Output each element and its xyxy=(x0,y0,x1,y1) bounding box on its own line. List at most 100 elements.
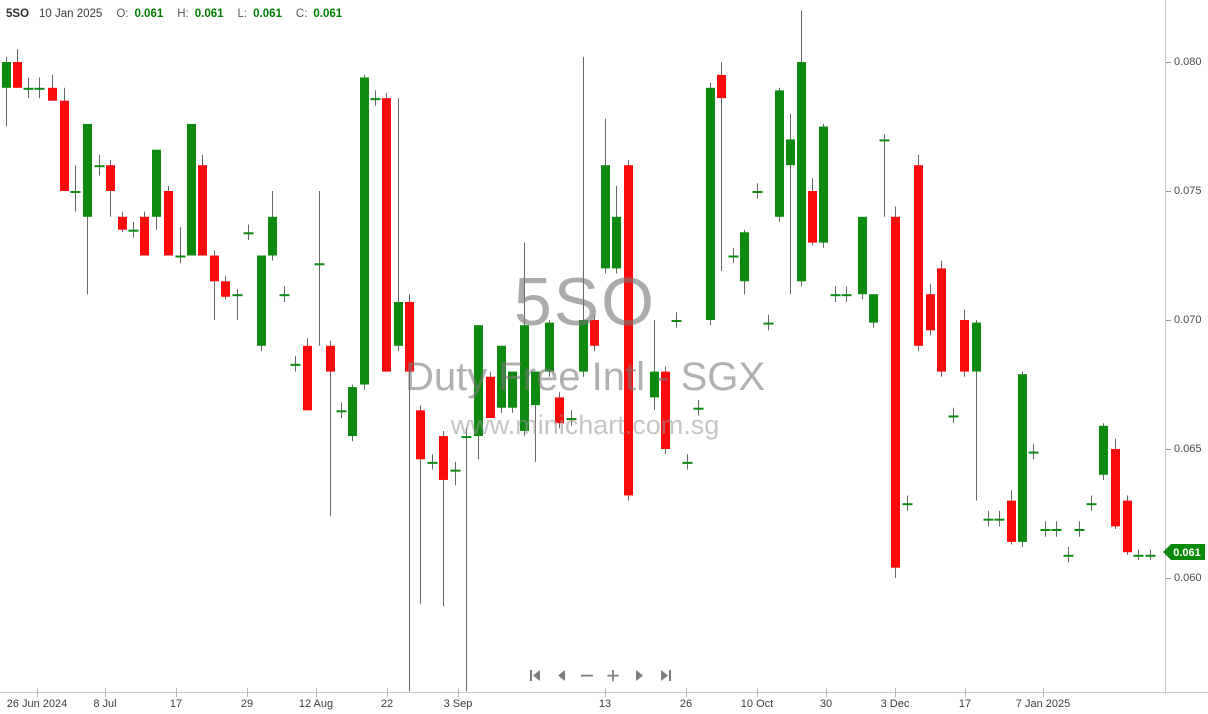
candle-body-up xyxy=(128,229,139,232)
candle-body-up xyxy=(243,232,254,235)
price-axis-label: 0.075 xyxy=(1174,185,1202,197)
candle-body-up xyxy=(994,518,1005,521)
candle xyxy=(972,320,981,501)
date-tick xyxy=(895,688,896,697)
caret-left-icon xyxy=(557,669,565,681)
candle xyxy=(1018,371,1027,548)
candle-body-down xyxy=(106,165,115,191)
candle-body-up xyxy=(612,216,621,269)
candle xyxy=(394,98,403,351)
candle xyxy=(416,405,425,604)
candle-body-up xyxy=(427,461,438,464)
candle xyxy=(326,340,335,517)
candle-body-up xyxy=(279,294,290,297)
skip-start-icon xyxy=(529,669,540,681)
candle-body-down xyxy=(960,320,969,372)
candle-body-down xyxy=(1007,500,1016,542)
candle-body-up xyxy=(1133,554,1144,557)
low-label: L: xyxy=(237,8,248,20)
candle-body-up xyxy=(474,325,483,437)
candle xyxy=(243,224,254,241)
date-axis-label: 3 Sep xyxy=(443,698,473,710)
date-tick xyxy=(176,688,177,697)
candle xyxy=(841,286,852,302)
date-tick xyxy=(826,688,827,697)
candle-body-up xyxy=(972,322,981,372)
candle xyxy=(13,49,22,88)
candle-body-up xyxy=(1028,451,1039,454)
candle-body-down xyxy=(13,62,22,88)
date-axis-label: 26 Jun 2024 xyxy=(6,698,68,710)
price-tick xyxy=(1166,578,1171,579)
candle xyxy=(728,247,739,264)
candle xyxy=(1028,443,1039,460)
zoom-out-button[interactable] xyxy=(580,668,594,682)
candle-body-up xyxy=(841,294,852,297)
candle xyxy=(279,286,290,302)
skip-end-icon xyxy=(660,669,671,681)
candle xyxy=(752,183,763,199)
candle xyxy=(83,123,92,295)
candle-body-down xyxy=(439,436,448,480)
candle-body-up xyxy=(706,87,715,320)
step-forward-button[interactable] xyxy=(632,668,646,682)
zoom-in-button[interactable] xyxy=(606,668,620,682)
candle-body-down xyxy=(140,216,149,256)
candle-body-up xyxy=(175,255,186,258)
go-first-button[interactable] xyxy=(528,668,542,682)
candle-body-up xyxy=(497,345,506,408)
candle xyxy=(797,10,806,287)
candle-body-down xyxy=(382,98,391,372)
candle-body-down xyxy=(405,301,414,372)
candle-body-down xyxy=(486,376,495,419)
candle xyxy=(1051,521,1062,537)
candle-body-up xyxy=(2,62,11,88)
candle-body-up xyxy=(1018,374,1027,542)
candle-body-down xyxy=(48,87,57,101)
price-axis-label: 0.080 xyxy=(1174,56,1202,68)
candle-body-up xyxy=(187,123,196,256)
candle xyxy=(1040,521,1051,537)
candle xyxy=(775,87,784,222)
date-tick xyxy=(686,688,687,697)
candle xyxy=(879,134,890,217)
candle-body-down xyxy=(661,371,670,449)
candle-body-up xyxy=(1074,528,1085,531)
date-tick xyxy=(247,688,248,697)
candle-body-down xyxy=(914,165,923,346)
candle-body-up xyxy=(23,87,34,90)
candle-body-down xyxy=(555,397,564,424)
candle xyxy=(360,74,369,390)
last-price-badge: 0.061 xyxy=(1163,544,1205,561)
date-tick xyxy=(105,688,106,697)
candle-body-up xyxy=(531,371,540,406)
candle-body-down xyxy=(1111,449,1120,527)
candle xyxy=(486,371,495,419)
candle-body-up xyxy=(152,149,161,217)
candle xyxy=(960,309,969,377)
candle xyxy=(2,56,11,127)
candle xyxy=(579,56,588,377)
candle-body-up xyxy=(693,407,704,410)
candle xyxy=(450,461,461,486)
candle-body-down xyxy=(926,294,935,331)
date-axis-label: 7 Jan 2025 xyxy=(1015,698,1071,710)
candle xyxy=(914,154,923,351)
candle-body-up xyxy=(508,371,517,408)
step-back-button[interactable] xyxy=(554,668,568,682)
candle xyxy=(152,149,161,230)
go-last-button[interactable] xyxy=(658,668,672,682)
candle xyxy=(198,154,207,256)
open-label: O: xyxy=(116,8,129,20)
candle-body-up xyxy=(566,418,577,421)
candle xyxy=(671,312,682,328)
candle-body-up xyxy=(948,415,959,418)
candle xyxy=(902,495,913,511)
candle-body-down xyxy=(891,216,900,568)
low-value: 0.061 xyxy=(253,8,282,20)
candle xyxy=(60,87,69,191)
candle xyxy=(497,345,506,413)
candle-body-down xyxy=(937,268,946,372)
